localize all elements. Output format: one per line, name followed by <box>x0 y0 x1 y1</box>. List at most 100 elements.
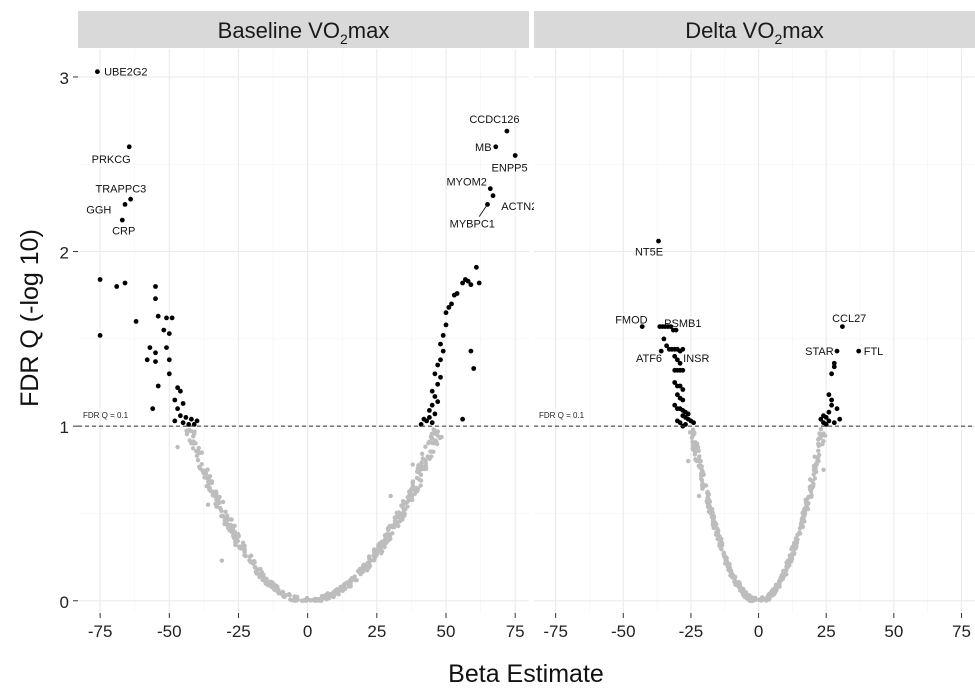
point-nonsignificant <box>818 435 823 441</box>
point-significant <box>451 292 457 298</box>
point-nonsignificant <box>812 476 817 481</box>
point-nonsignificant <box>295 597 300 602</box>
point-nonsignificant <box>687 430 693 435</box>
point-significant <box>128 196 134 202</box>
point-nonsignificant <box>216 498 221 504</box>
point-nonsignificant <box>715 536 720 542</box>
point-nonsignificant <box>806 494 811 499</box>
point-significant <box>166 331 172 336</box>
x-tick-label: -50 <box>157 622 182 641</box>
point-significant <box>656 238 661 244</box>
point-significant <box>164 345 169 350</box>
point-significant <box>435 399 441 405</box>
point-nonsignificant <box>405 504 410 509</box>
point-significant <box>460 416 465 422</box>
point-nonsignificant <box>699 464 704 469</box>
point-nonsignificant <box>210 489 215 494</box>
point-nonsignificant <box>206 477 212 483</box>
point-nonsignificant <box>184 428 189 433</box>
point-nonsignificant <box>292 594 297 599</box>
point-nonsignificant <box>789 546 794 552</box>
point-significant <box>438 357 443 363</box>
gene-label: ACTN2 <box>501 201 537 213</box>
point-significant <box>446 305 452 310</box>
point-nonsignificant <box>815 457 820 463</box>
gene-label: MYOM2 <box>447 177 487 189</box>
point-significant <box>164 315 169 321</box>
point-significant <box>680 387 686 392</box>
panel-background <box>78 49 529 613</box>
label-leader-line <box>478 204 488 217</box>
point-significant <box>449 301 454 307</box>
point-nonsignificant <box>397 514 403 519</box>
gene-label: MB <box>475 142 492 154</box>
point-nonsignificant <box>807 487 813 492</box>
point-nonsignificant <box>727 565 732 570</box>
point-nonsignificant <box>225 513 230 518</box>
point-nonsignificant <box>784 564 789 569</box>
point-significant <box>675 357 680 363</box>
point-significant <box>512 153 518 158</box>
point-significant <box>153 350 158 356</box>
point-nonsignificant <box>802 513 807 518</box>
x-tick-label: -75 <box>543 622 568 641</box>
point-nonsignificant <box>367 564 372 569</box>
gene-label: ENPP5 <box>492 163 528 175</box>
point-nonsignificant <box>235 538 240 544</box>
point-nonsignificant <box>408 489 413 494</box>
point-significant <box>818 416 824 422</box>
point-nonsignificant <box>713 532 719 537</box>
point-significant <box>180 401 186 406</box>
point-nonsignificant <box>738 588 743 593</box>
point-significant <box>133 319 139 324</box>
point-significant <box>677 360 683 366</box>
point-nonsignificant <box>812 454 817 459</box>
y-axis: 0 1 2 3 <box>60 69 78 612</box>
point-nonsignificant <box>258 566 263 572</box>
point-significant <box>471 366 477 371</box>
point-nonsignificant <box>435 429 441 434</box>
point-cloud <box>639 238 862 603</box>
point-nonsignificant <box>811 463 817 469</box>
point-significant <box>418 422 424 427</box>
point-significant <box>831 420 837 426</box>
point-nonsignificant <box>794 536 799 542</box>
point-nonsignificant <box>387 534 392 539</box>
point-nonsignificant <box>821 467 826 473</box>
point-nonsignificant <box>187 438 192 443</box>
point-nonsignificant <box>695 444 701 450</box>
point-nonsignificant <box>401 510 406 515</box>
point-significant <box>435 381 441 387</box>
point-nonsignificant <box>243 553 248 559</box>
x-tick-label: 25 <box>817 622 836 641</box>
point-nonsignificant <box>718 539 724 545</box>
point-nonsignificant <box>705 497 710 502</box>
point-significant <box>175 406 181 412</box>
gene-label: MYBPC1 <box>450 219 495 231</box>
point-significant <box>493 144 499 150</box>
point-nonsignificant <box>207 485 212 491</box>
point-significant <box>114 284 120 289</box>
point-significant <box>178 413 183 419</box>
point-nonsignificant <box>690 433 695 438</box>
facet-title: Baseline VO2max <box>218 18 390 47</box>
point-significant <box>186 422 192 427</box>
point-nonsignificant <box>261 575 266 581</box>
point-significant <box>474 264 479 270</box>
point-nonsignificant <box>175 444 180 450</box>
gene-label: PSMB1 <box>664 318 701 330</box>
point-nonsignificant <box>352 577 358 583</box>
point-significant <box>169 315 175 321</box>
point-nonsignificant <box>710 522 716 528</box>
point-significant <box>831 364 837 370</box>
point-nonsignificant <box>335 588 341 593</box>
point-nonsignificant <box>423 444 428 449</box>
point-nonsignificant <box>418 483 423 488</box>
x-tick-label: 75 <box>952 622 971 641</box>
point-nonsignificant <box>231 535 237 541</box>
point-nonsignificant <box>793 540 798 545</box>
point-nonsignificant <box>276 591 281 596</box>
point-significant <box>661 336 667 342</box>
point-significant <box>672 380 678 385</box>
point-nonsignificant <box>400 505 406 510</box>
